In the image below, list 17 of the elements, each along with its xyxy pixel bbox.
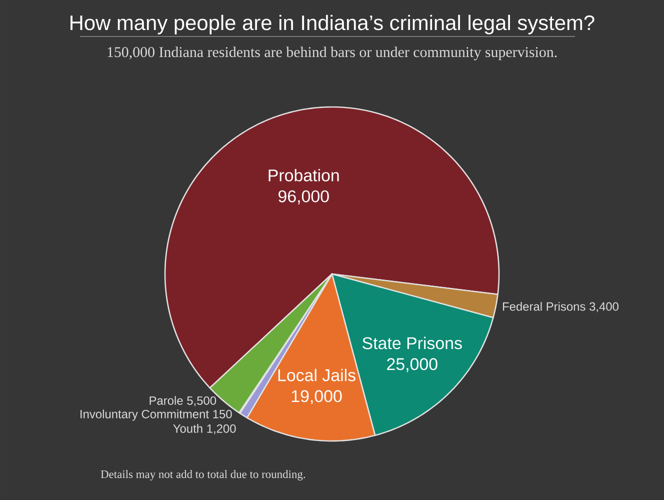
data-label: 25,000: [387, 358, 438, 372]
slice-label: State Prisons: [362, 336, 462, 350]
data-label: 150: [213, 410, 232, 418]
text: Details may not add to total due to rounding.: [100, 470, 306, 480]
data-label: 19,000: [292, 390, 342, 404]
data-label: 3,400: [590, 302, 619, 312]
slice-label: Local Jails: [278, 368, 356, 382]
data-label: 5,500: [187, 396, 216, 406]
slice-label: Probation: [268, 168, 339, 182]
chart-subtitle: 150,000 Indiana residents are behind bars or under community supervision.: [108, 46, 557, 60]
slice-label: Federal Prisons: [502, 302, 586, 311]
chart-title: How many people are in Indiana’s criminal legal system?: [70, 14, 594, 34]
slice-label: Parole: [150, 396, 183, 405]
slice-label: Involuntary Commitment: [80, 410, 209, 421]
data-label: 96,000: [278, 190, 329, 204]
data-label: 1,200: [207, 424, 236, 434]
slice-label: Youth: [173, 424, 202, 433]
